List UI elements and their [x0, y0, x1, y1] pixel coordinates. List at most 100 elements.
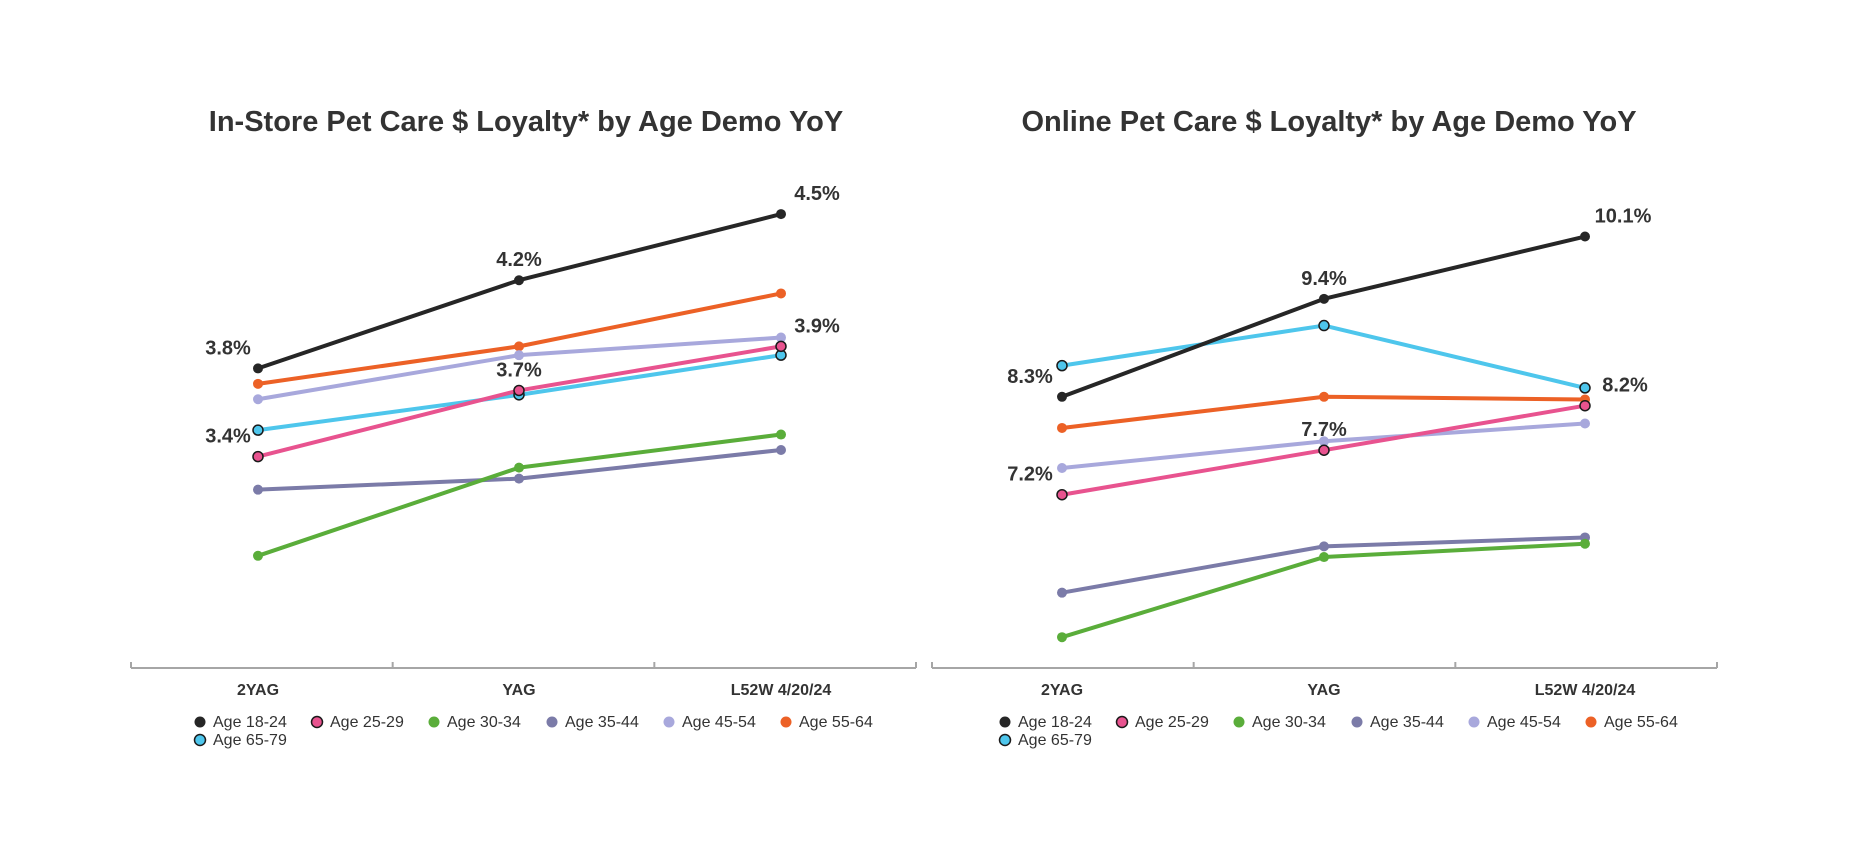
- data-label: 10.1%: [1595, 206, 1652, 228]
- data-label: 7.7%: [1301, 419, 1347, 441]
- legend-label: Age 55-64: [1604, 714, 1678, 731]
- chart-in-store: In-Store Pet Care $ Loyalty* by Age Demo…: [130, 106, 917, 749]
- legend-label: Age 65-79: [213, 732, 287, 749]
- data-point: [1057, 587, 1067, 598]
- data-point: [514, 341, 524, 352]
- x-tick-label: YAG: [1307, 682, 1340, 699]
- x-tick-label: L52W 4/20/24: [731, 682, 832, 699]
- series-line: [1060, 323, 1587, 390]
- legend-marker: [999, 716, 1011, 728]
- legend-label: Age 35-44: [1370, 714, 1444, 731]
- data-point: [1057, 632, 1067, 643]
- legend-label: Age 65-79: [1018, 732, 1092, 749]
- data-point: [1056, 359, 1068, 372]
- data-point: [1319, 552, 1329, 563]
- legend-item: Age 18-24: [999, 714, 1092, 731]
- legend-item: Age 25-29: [310, 714, 404, 731]
- data-label: 9.4%: [1301, 268, 1347, 290]
- data-point: [776, 288, 786, 299]
- legend-marker: [428, 716, 440, 728]
- data-point: [776, 429, 786, 440]
- legend-item: Age 30-34: [428, 714, 521, 731]
- data-point: [1579, 399, 1591, 412]
- data-point: [514, 275, 524, 286]
- legend-item: Age 25-29: [1115, 714, 1209, 731]
- data-label: 8.3%: [1007, 366, 1053, 388]
- data-point: [1318, 444, 1330, 456]
- data-point: [776, 444, 786, 455]
- chart-title: Online Pet Care $ Loyalty* by Age Demo Y…: [1021, 106, 1636, 138]
- chart-title: In-Store Pet Care $ Loyalty* by Age Demo…: [209, 106, 843, 138]
- legend-marker: [1585, 716, 1597, 728]
- legend-label: Age 30-34: [1252, 714, 1326, 731]
- legend-marker: [998, 733, 1012, 747]
- data-point: [1318, 319, 1330, 332]
- data-point: [1580, 418, 1590, 429]
- data-label: 3.4%: [205, 426, 251, 448]
- data-point: [1579, 382, 1591, 394]
- legend-marker: [1468, 716, 1480, 728]
- data-label: 7.2%: [1007, 464, 1053, 486]
- legend-item: Age 45-54: [663, 714, 756, 731]
- data-point: [253, 484, 263, 495]
- legend-marker: [780, 716, 792, 728]
- legend-marker: [663, 716, 675, 728]
- data-point: [253, 550, 263, 561]
- data-point: [1580, 231, 1590, 242]
- legend-item: Age 30-34: [1233, 714, 1326, 731]
- data-point: [1580, 538, 1590, 549]
- legend-marker: [1351, 716, 1363, 728]
- x-tick-label: YAG: [502, 682, 535, 699]
- legend-item: Age 55-64: [1585, 714, 1678, 731]
- legend-label: Age 45-54: [682, 714, 756, 731]
- legend-label: Age 18-24: [213, 714, 287, 731]
- data-point: [514, 350, 524, 361]
- data-point: [514, 473, 524, 484]
- legend-marker: [310, 715, 324, 729]
- data-point: [253, 363, 263, 374]
- data-label: 3.7%: [496, 359, 542, 381]
- legend-item: Age 18-24: [194, 714, 287, 731]
- data-point: [1057, 391, 1067, 402]
- x-tick-label: 2YAG: [1041, 682, 1083, 699]
- legend-item: Age 55-64: [780, 714, 873, 731]
- data-point: [1056, 488, 1068, 501]
- legend-label: Age 25-29: [1135, 714, 1209, 731]
- data-point: [252, 424, 264, 436]
- data-point: [1319, 391, 1329, 402]
- legend-marker: [193, 733, 207, 747]
- data-point: [776, 209, 786, 220]
- data-point: [775, 340, 787, 353]
- data-point: [1319, 293, 1329, 304]
- data-point: [1057, 463, 1067, 474]
- data-point: [514, 462, 524, 473]
- legend-label: Age 45-54: [1487, 714, 1561, 731]
- data-point: [1319, 541, 1329, 552]
- data-label: 3.8%: [205, 337, 251, 359]
- legend-label: Age 55-64: [799, 714, 873, 731]
- data-label: 3.9%: [794, 315, 840, 337]
- legend-marker: [194, 716, 206, 728]
- legend-label: Age 18-24: [1018, 714, 1092, 731]
- legend-item: Age 65-79: [193, 732, 287, 749]
- legend-label: Age 30-34: [447, 714, 521, 731]
- data-point: [253, 394, 263, 405]
- legend-label: Age 35-44: [565, 714, 639, 731]
- series-line: [1060, 234, 1587, 399]
- legend-marker: [546, 716, 558, 728]
- data-point: [252, 450, 264, 463]
- legend-item: Age 35-44: [1351, 714, 1444, 731]
- data-point: [253, 378, 263, 389]
- legend-marker: [1115, 715, 1129, 729]
- legend-marker: [1233, 716, 1245, 728]
- data-label: 4.2%: [496, 249, 542, 271]
- legend-item: Age 65-79: [998, 732, 1092, 749]
- data-point: [1057, 422, 1067, 433]
- legend-item: Age 45-54: [1468, 714, 1561, 731]
- data-label: 8.2%: [1602, 375, 1648, 397]
- legend-label: Age 25-29: [330, 714, 404, 731]
- chart-online: Online Pet Care $ Loyalty* by Age Demo Y…: [931, 106, 1718, 749]
- data-point: [1319, 436, 1329, 447]
- legend-item: Age 35-44: [546, 714, 639, 731]
